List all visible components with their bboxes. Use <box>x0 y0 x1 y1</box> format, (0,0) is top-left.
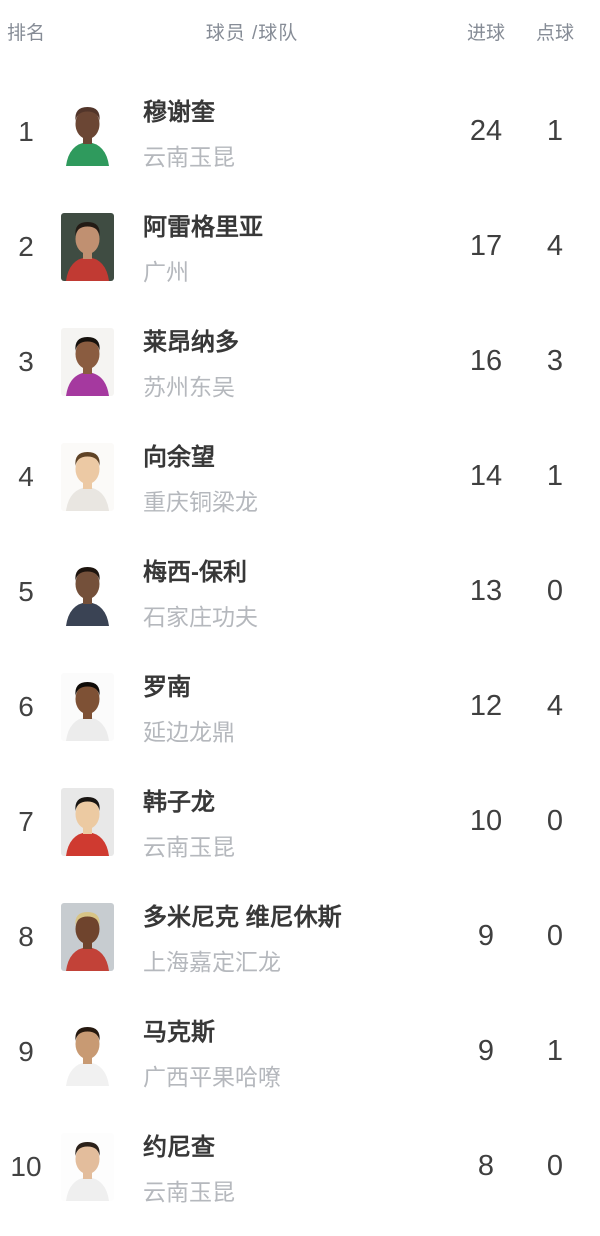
player-photo-icon <box>61 1132 114 1201</box>
player-name: 韩子龙 <box>143 788 215 816</box>
player-name: 梅西-保利 <box>143 558 247 586</box>
penalty-value: 4 <box>546 230 564 262</box>
player-avatar <box>61 97 114 166</box>
penalty-value: 0 <box>546 805 564 837</box>
player-name: 向余望 <box>143 443 215 471</box>
rank-value: 2 <box>18 230 34 262</box>
player-photo-icon <box>61 672 114 741</box>
goals-value: 9 <box>477 1035 495 1067</box>
player-photo-icon <box>61 212 114 281</box>
rank-value: 6 <box>18 690 34 722</box>
player-avatar <box>61 212 114 281</box>
player-avatar <box>61 672 114 741</box>
table-row[interactable]: 1 穆谢奎 云南玉昆 24 1 <box>0 74 600 189</box>
player-avatar <box>61 557 114 626</box>
table-row[interactable]: 7 韩子龙 云南玉昆 10 0 <box>0 764 600 879</box>
goals-value: 17 <box>469 230 503 262</box>
goals-value: 9 <box>477 920 495 952</box>
player-avatar <box>61 1132 114 1201</box>
table-row[interactable]: 2 阿雷格里亚 广州 17 4 <box>0 189 600 304</box>
table-header: 排名 球员 /球队 进球 点球 <box>0 0 600 62</box>
player-photo-icon <box>61 442 114 511</box>
goals-value: 8 <box>477 1150 495 1182</box>
penalty-value: 0 <box>546 575 564 607</box>
rank-value: 5 <box>18 575 34 607</box>
rank-value: 9 <box>18 1035 34 1067</box>
player-avatar <box>61 442 114 511</box>
player-avatar <box>61 327 114 396</box>
team-name: 延边龙鼎 <box>143 718 235 745</box>
player-avatar <box>61 787 114 856</box>
penalty-value: 4 <box>546 690 564 722</box>
header-goals: 进球 <box>466 22 505 44</box>
header-rank: 排名 <box>6 22 45 44</box>
rank-value: 10 <box>10 1150 42 1182</box>
rank-value: 7 <box>18 805 34 837</box>
team-name: 云南玉昆 <box>143 1178 235 1205</box>
team-name: 苏州东吴 <box>143 373 235 400</box>
team-name: 云南玉昆 <box>143 143 235 170</box>
goals-value: 14 <box>469 460 503 492</box>
header-penalty: 点球 <box>535 22 574 44</box>
goals-value: 10 <box>469 805 503 837</box>
goals-value: 16 <box>469 345 503 377</box>
penalty-value: 1 <box>546 115 564 147</box>
header-player-team: 球员 /球队 <box>205 22 299 44</box>
goals-value: 24 <box>469 115 503 147</box>
penalty-value: 0 <box>546 1150 564 1182</box>
player-photo-icon <box>61 327 114 396</box>
player-name: 穆谢奎 <box>143 98 215 126</box>
team-name: 上海嘉定汇龙 <box>143 948 281 975</box>
player-avatar <box>61 902 114 971</box>
player-name: 莱昂纳多 <box>143 328 239 356</box>
player-photo-icon <box>61 902 114 971</box>
player-avatar <box>61 1017 114 1086</box>
team-name: 石家庄功夫 <box>143 603 258 630</box>
player-name: 罗南 <box>143 673 191 701</box>
table-row[interactable]: 9 马克斯 广西平果哈嘹 9 1 <box>0 994 600 1109</box>
goals-value: 13 <box>469 575 503 607</box>
table-row[interactable]: 10 约尼查 云南玉昆 8 0 <box>0 1109 600 1224</box>
table-row[interactable]: 8 多米尼克 维尼休斯 上海嘉定汇龙 9 0 <box>0 879 600 994</box>
rank-value: 8 <box>18 920 34 952</box>
player-name: 多米尼克 维尼休斯 <box>143 903 342 931</box>
penalty-value: 1 <box>546 1035 564 1067</box>
player-photo-icon <box>61 97 114 166</box>
player-name: 约尼查 <box>143 1133 215 1161</box>
rank-value: 4 <box>18 460 34 492</box>
player-photo-icon <box>61 1017 114 1086</box>
player-photo-icon <box>61 557 114 626</box>
table-row[interactable]: 6 罗南 延边龙鼎 12 4 <box>0 649 600 764</box>
rank-value: 1 <box>18 115 34 147</box>
player-photo-icon <box>61 787 114 856</box>
team-name: 广州 <box>143 258 189 285</box>
team-name: 广西平果哈嘹 <box>143 1063 281 1090</box>
table-row[interactable]: 3 莱昂纳多 苏州东吴 16 3 <box>0 304 600 419</box>
table-row[interactable]: 4 向余望 重庆铜梁龙 14 1 <box>0 419 600 534</box>
goals-value: 12 <box>469 690 503 722</box>
team-name: 云南玉昆 <box>143 833 235 860</box>
penalty-value: 3 <box>546 345 564 377</box>
penalty-value: 0 <box>546 920 564 952</box>
rank-value: 3 <box>18 345 34 377</box>
table-body: 1 穆谢奎 云南玉昆 24 1 2 <box>0 62 600 1224</box>
player-name: 阿雷格里亚 <box>143 213 263 241</box>
player-name: 马克斯 <box>143 1018 215 1046</box>
penalty-value: 1 <box>546 460 564 492</box>
table-row[interactable]: 5 梅西-保利 石家庄功夫 13 0 <box>0 534 600 649</box>
team-name: 重庆铜梁龙 <box>143 488 258 515</box>
